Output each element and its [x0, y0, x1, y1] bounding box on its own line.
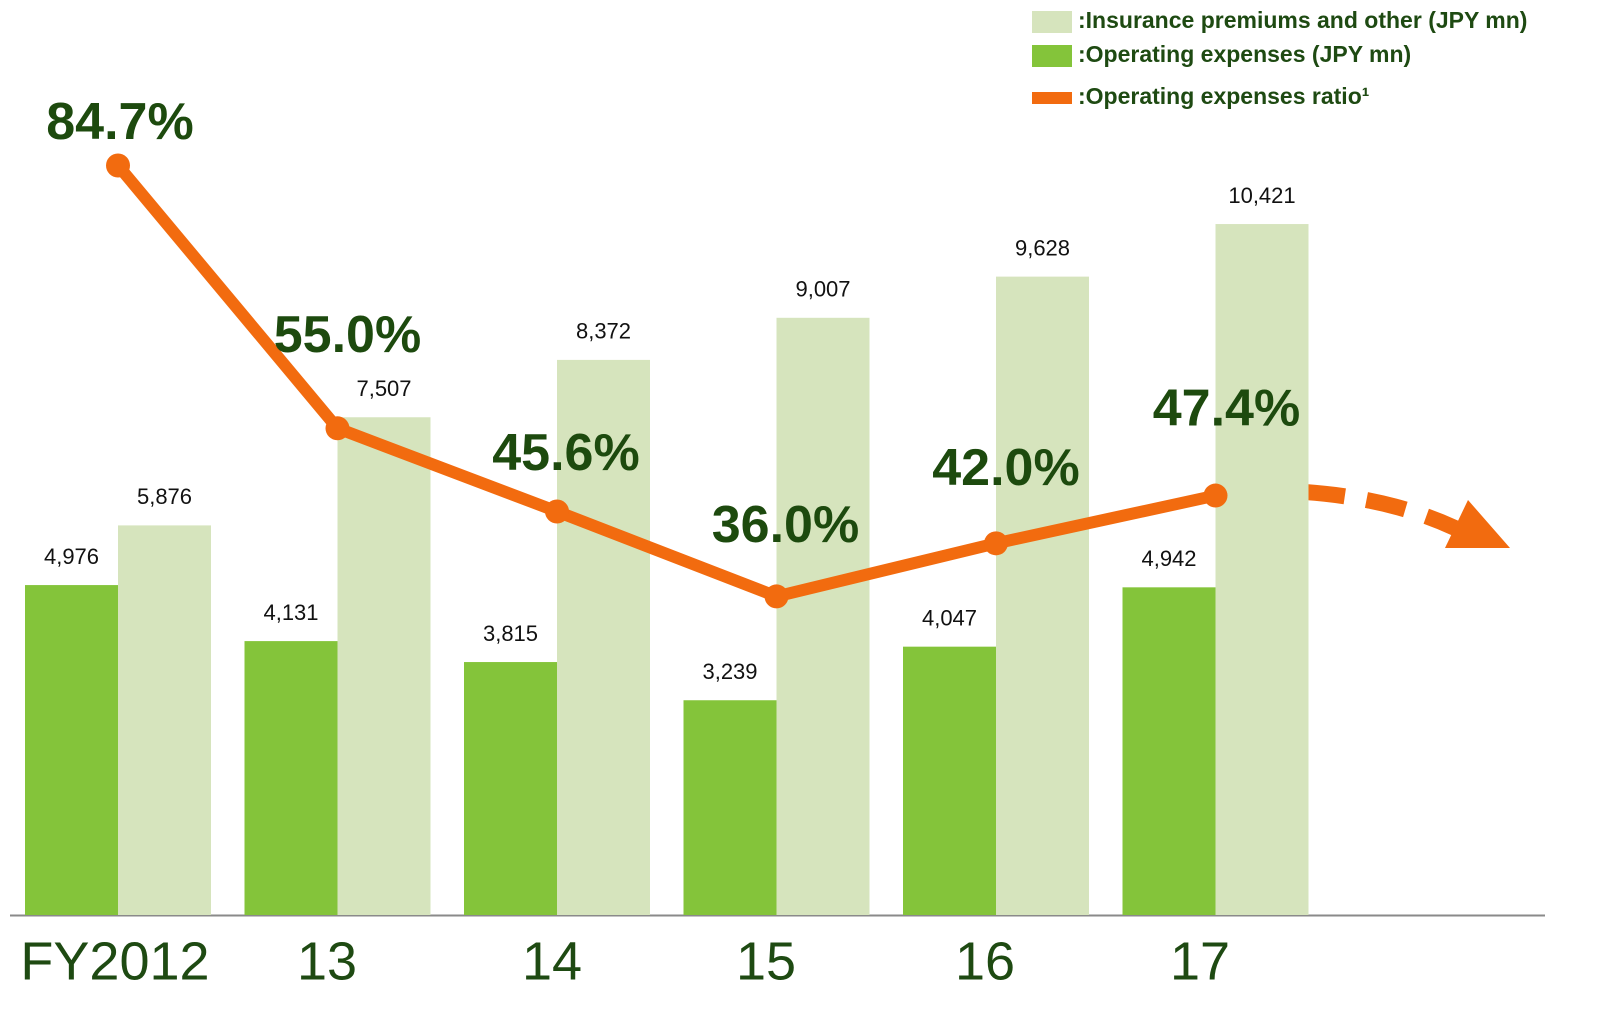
ratio-line: [113, 161, 1217, 603]
dashed-trend: [1304, 484, 1459, 536]
ratio-label: 36.0%: [712, 496, 859, 554]
value-label: 4,047: [922, 605, 977, 630]
legend: :Insurance premiums and other (JPY mn) :O…: [1032, 7, 1527, 109]
x-tick-label: FY2012: [20, 931, 209, 991]
bar: [464, 662, 557, 915]
legend-label: :Insurance premiums and other (JPY mn): [1078, 7, 1527, 33]
legend-swatch: [1032, 45, 1072, 67]
value-label: 9,628: [1015, 235, 1070, 260]
ratio-point: [984, 531, 1008, 556]
value-label: 9,007: [795, 277, 850, 302]
ratio-label: 45.6%: [492, 424, 639, 482]
arrow-head: [1445, 500, 1510, 548]
value-label: 10,421: [1228, 183, 1295, 208]
ratio-point: [1203, 483, 1228, 508]
x-tick-label: 17: [1170, 931, 1230, 991]
bar: [25, 585, 118, 915]
x-tick-label: 13: [297, 931, 357, 991]
legend-label: :Operating expenses (JPY mn): [1078, 41, 1411, 67]
bar: [244, 641, 338, 915]
x-tick-label: 15: [736, 931, 796, 991]
ratio-label: 42.0%: [932, 439, 1079, 497]
bar: [996, 276, 1089, 916]
ratio-label: 47.4%: [1153, 379, 1300, 437]
x-tick-label: 16: [955, 931, 1015, 991]
ratio-point: [764, 584, 789, 609]
x-tick-label: 14: [522, 931, 582, 991]
value-label: 4,131: [263, 600, 318, 625]
ratio-label: 55.0%: [274, 306, 421, 364]
value-label: 5,876: [137, 484, 192, 509]
bar: [776, 317, 870, 915]
ratio-point: [106, 153, 130, 178]
bar: [557, 359, 650, 915]
ratio-point: [325, 416, 350, 441]
value-label: 4,942: [1141, 546, 1196, 571]
bar: [903, 646, 996, 915]
value-label: 4,976: [44, 544, 99, 569]
value-label: 3,239: [702, 659, 757, 684]
bar: [337, 417, 431, 915]
ratio-point: [545, 499, 569, 524]
legend-swatch: [1032, 11, 1072, 33]
value-label: 3,815: [483, 621, 538, 646]
value-label: 7,507: [356, 376, 411, 401]
ratio-label: 84.7%: [46, 93, 193, 151]
bar: [118, 525, 211, 915]
trend-arrow: [1304, 484, 1510, 548]
legend-label: :Operating expenses ratio¹: [1078, 83, 1369, 109]
value-label: 8,372: [576, 319, 631, 344]
bar: [1122, 587, 1216, 915]
bar: [683, 700, 777, 915]
bar: [1215, 224, 1309, 916]
